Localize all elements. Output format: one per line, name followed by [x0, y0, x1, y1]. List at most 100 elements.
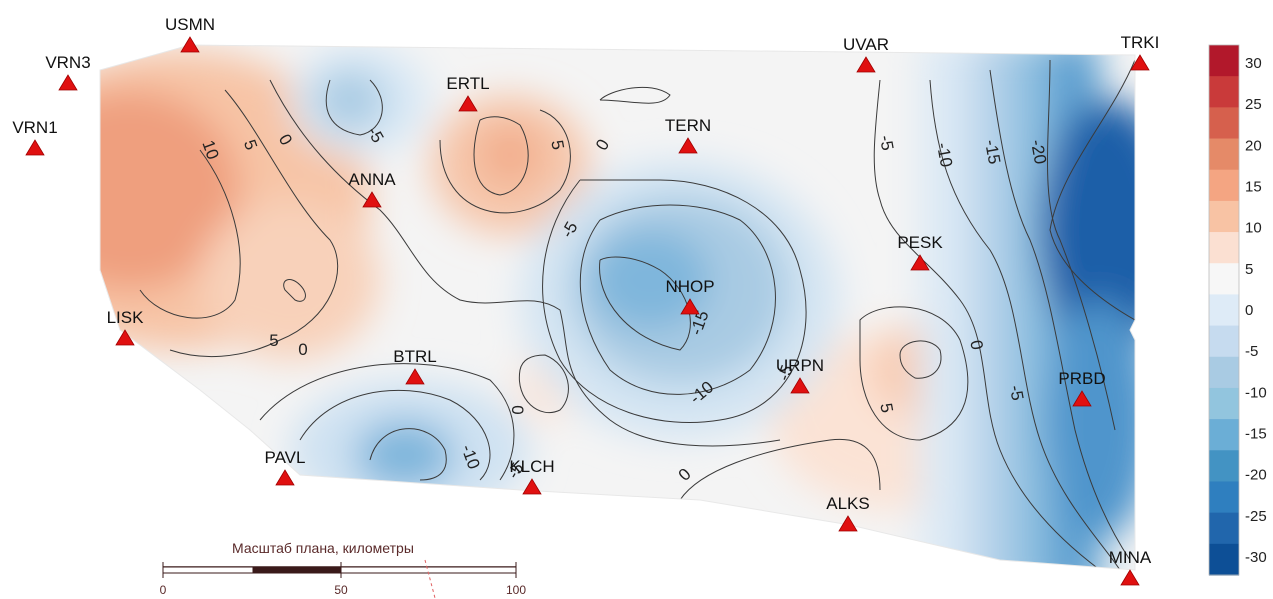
contour-line	[599, 86, 671, 104]
contour-line	[542, 179, 807, 423]
contour-line	[283, 279, 306, 302]
station-label: TRKI	[1121, 33, 1160, 52]
station-marker-icon	[856, 56, 876, 73]
station-label: BTRL	[393, 347, 436, 366]
legend-swatch	[1209, 325, 1239, 358]
station-label: KLCH	[509, 457, 554, 476]
legend-tick-label: 30	[1245, 55, 1262, 72]
contour-line	[989, 69, 1131, 561]
legend-tick-label: 20	[1245, 137, 1262, 154]
station-label: NHOP	[665, 277, 714, 296]
station-pavl: PAVL	[265, 448, 306, 486]
contour-value-label: -5	[774, 362, 797, 383]
contour-value-label: 5	[547, 139, 567, 152]
station-marker-icon	[1130, 54, 1150, 71]
contour-line	[518, 354, 569, 414]
legend-tick-label: -20	[1245, 467, 1267, 484]
contour-line	[299, 389, 491, 481]
station-nhop: NHOP	[665, 277, 715, 315]
contour-value-label: -10	[933, 141, 956, 169]
color-legend: 30 25 20 15 10 5 0 -5 -10 -15 -20 -25 -30	[1208, 44, 1267, 576]
legend-swatch	[1209, 294, 1239, 327]
station-marker-icon	[405, 368, 425, 385]
station-label: UVAR	[843, 35, 889, 54]
contour-value-label: -5	[1006, 384, 1027, 402]
stations: USMN VRN3 VRN1 ERTL ANNA TERN UVAR TRKI PESK NHOP…	[12, 15, 1160, 586]
legend-swatch	[1209, 107, 1239, 140]
legend-tick-label: -30	[1245, 549, 1267, 566]
station-tern: TERN	[665, 116, 711, 154]
station-marker-icon	[58, 74, 78, 91]
station-marker-icon	[458, 95, 478, 112]
legend-tick-label: -10	[1245, 384, 1267, 401]
scale-bar-title: Масштаб плана, километры	[232, 540, 414, 556]
station-label: TERN	[665, 116, 711, 135]
contour-line	[873, 79, 1101, 570]
contour-value-label: 0	[508, 405, 527, 414]
station-marker-icon	[275, 469, 295, 486]
station-label: MINA	[1109, 548, 1152, 567]
legend-tick-label: -25	[1245, 508, 1267, 525]
station-marker-icon	[790, 377, 810, 394]
legend-tick-label: 5	[1245, 261, 1253, 278]
contour-line	[579, 204, 776, 395]
scale-tick-2: 100	[506, 583, 526, 597]
contour-line	[929, 79, 1121, 570]
contour-line	[169, 89, 339, 357]
station-label: VRN3	[45, 53, 90, 72]
scale-tick-0: 0	[160, 583, 167, 597]
contour-line	[259, 363, 515, 481]
station-marker-icon	[522, 478, 542, 495]
contour-line	[679, 438, 881, 501]
station-marker-icon	[838, 515, 858, 532]
legend-swatch	[1209, 45, 1239, 77]
contour-line	[1049, 59, 1135, 321]
legend-swatch	[1209, 387, 1239, 420]
station-label: PESK	[897, 233, 943, 252]
station-label: LISK	[107, 308, 145, 327]
legend-swatch	[1209, 419, 1239, 451]
station-marker-icon	[25, 139, 45, 156]
contour-value-label: 0	[966, 339, 986, 352]
station-klch: KLCH	[509, 457, 555, 495]
legend-swatch	[1209, 356, 1239, 389]
legend-swatch	[1209, 232, 1239, 264]
contour-value-label: 5	[269, 331, 278, 350]
station-alks: ALKS	[826, 494, 870, 532]
legend-swatch	[1209, 76, 1239, 108]
contour-line	[369, 428, 447, 481]
station-label: ANNA	[348, 170, 396, 189]
contour-value-label: 0	[298, 340, 307, 359]
station-marker-icon	[680, 298, 700, 315]
station-label: VRN1	[12, 118, 57, 137]
scale-bar: Масштаб плана, километры 0 50 100	[160, 540, 526, 599]
legend-swatch	[1209, 200, 1239, 233]
scale-tick-1: 50	[334, 583, 348, 597]
station-mina: MINA	[1109, 548, 1152, 586]
station-trki: TRKI	[1121, 33, 1160, 71]
contour-value-label: -5	[876, 134, 897, 152]
station-label: ALKS	[826, 494, 869, 513]
contour-value-label: -20	[1027, 138, 1050, 166]
station-marker-icon	[910, 254, 930, 271]
legend-swatch	[1209, 450, 1239, 483]
legend-swatch	[1209, 481, 1239, 514]
legend-tick-label: 25	[1245, 96, 1262, 113]
station-label: USMN	[165, 15, 215, 34]
station-marker-icon	[180, 36, 200, 53]
contour-line	[473, 116, 529, 196]
station-label: PAVL	[265, 448, 306, 467]
contour-line	[439, 109, 571, 214]
legend-swatch	[1209, 512, 1239, 545]
station-marker-icon	[115, 329, 135, 346]
station-ertl: ERTL	[446, 74, 490, 112]
contour-value-label: 5	[876, 402, 896, 415]
legend-tick-label: 15	[1245, 179, 1262, 196]
legend-swatch	[1209, 263, 1239, 296]
legend-swatch	[1209, 543, 1239, 576]
station-usmn: USMN	[165, 15, 215, 53]
legend-tick-label: 0	[1245, 302, 1253, 319]
station-uvar: UVAR	[843, 35, 889, 73]
station-label: PRBD	[1058, 369, 1105, 388]
